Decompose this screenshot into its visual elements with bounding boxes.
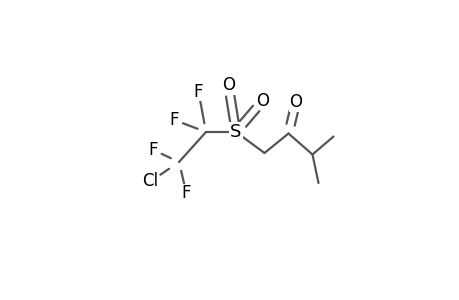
Text: O: O bbox=[222, 76, 235, 94]
Text: S: S bbox=[230, 123, 241, 141]
Text: F: F bbox=[181, 184, 191, 202]
Text: Cl: Cl bbox=[142, 172, 158, 190]
Text: O: O bbox=[256, 92, 269, 110]
Text: F: F bbox=[169, 111, 179, 129]
Text: F: F bbox=[193, 82, 203, 100]
Text: O: O bbox=[289, 93, 302, 111]
Text: F: F bbox=[148, 141, 158, 159]
